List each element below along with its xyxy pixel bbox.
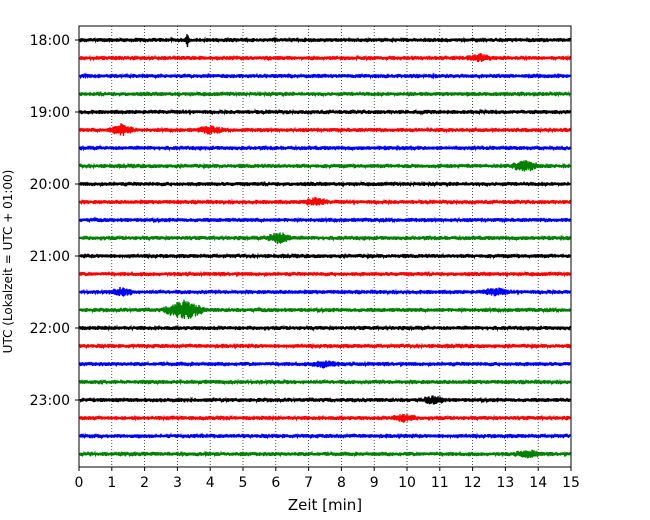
trace-2015 [79, 196, 571, 206]
plot-frame [78, 25, 572, 468]
y-tick-label: 19:00 [30, 105, 70, 121]
trace-2230 [79, 360, 571, 369]
y-tick-label: 18:00 [30, 33, 70, 49]
trace-2245 [79, 378, 571, 386]
trace-2130 [79, 287, 571, 297]
trace-1815 [79, 53, 571, 63]
trace-2215 [79, 342, 571, 350]
y-tick-label: 23:00 [30, 393, 70, 409]
x-tick-label: 3 [173, 475, 182, 491]
trace-1945 [79, 160, 571, 172]
x-tick-label: 7 [304, 475, 313, 491]
x-tick-label: 4 [206, 475, 215, 491]
x-tick-label: 8 [337, 475, 346, 491]
x-tick-label: 14 [529, 475, 547, 491]
y-tick-label: 21:00 [30, 249, 70, 265]
x-tick-label: 0 [75, 475, 84, 491]
x-tick-label: 13 [496, 475, 514, 491]
x-tick-label: 1 [107, 475, 116, 491]
y-axis-ticks: 18:00 19:00 20:00 21:00 22:00 23:00 [30, 33, 79, 409]
seismogram-traces [79, 34, 571, 459]
trace-2300 [79, 395, 571, 405]
trace-2200 [79, 324, 571, 332]
x-tick-label: 6 [271, 475, 280, 491]
trace-1830 [79, 72, 571, 80]
y-axis-label: UTC (Lokalzeit = UTC + 01:00) [1, 170, 15, 354]
y-tick-label: 22:00 [30, 321, 70, 337]
trace-1800 [79, 34, 571, 48]
trace-1845 [79, 90, 571, 98]
x-tick-label: 2 [140, 475, 149, 491]
x-tick-label: 12 [464, 475, 482, 491]
trace-1930 [79, 144, 571, 152]
trace-2100 [79, 252, 571, 260]
trace-2030 [79, 216, 571, 224]
x-axis-ticks: 0 1 2 3 4 5 6 7 8 9 10 11 12 13 14 15 [75, 467, 580, 491]
trace-2345 [79, 449, 571, 459]
x-tick-label: 5 [239, 475, 248, 491]
x-tick-label: 10 [398, 475, 416, 491]
trace-2000 [79, 180, 571, 188]
trace-2045 [79, 232, 571, 245]
x-tick-label: 9 [370, 475, 379, 491]
trace-2315 [79, 413, 571, 423]
trace-2330 [79, 432, 571, 440]
trace-1915 [79, 123, 571, 136]
trace-2145 [79, 299, 571, 320]
y-tick-label: 20:00 [30, 177, 70, 193]
x-tick-label: 11 [431, 475, 449, 491]
trace-1900 [79, 108, 571, 116]
trace-2115 [79, 270, 571, 278]
x-tick-label: 15 [562, 475, 580, 491]
x-axis-label: Zeit [min] [288, 496, 362, 514]
